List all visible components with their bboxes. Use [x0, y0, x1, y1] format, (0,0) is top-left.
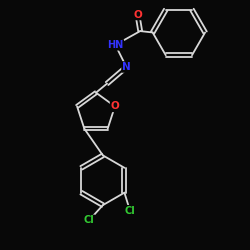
Text: O: O — [110, 102, 119, 112]
Text: Cl: Cl — [84, 215, 94, 225]
Text: O: O — [133, 10, 142, 20]
Text: HN: HN — [107, 40, 124, 50]
Text: Cl: Cl — [124, 206, 135, 216]
Text: N: N — [122, 62, 131, 72]
